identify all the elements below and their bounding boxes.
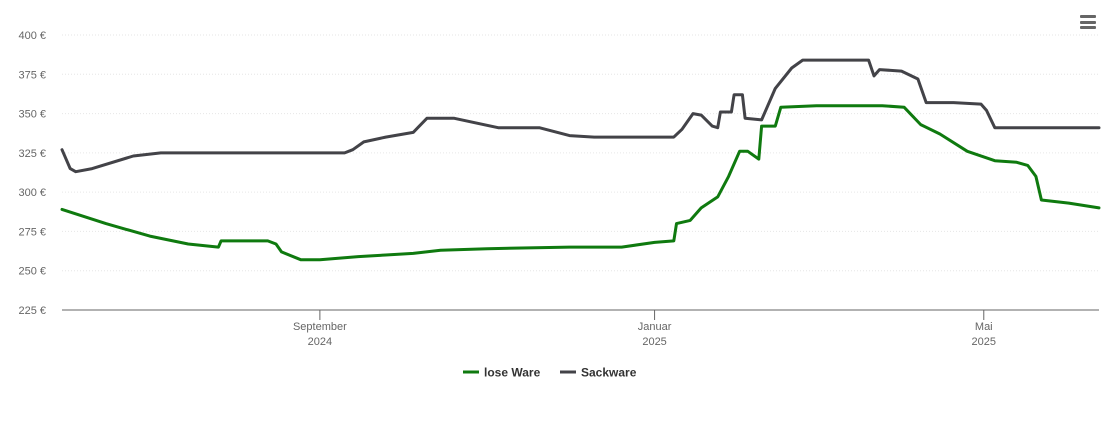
y-tick-label: 225 € bbox=[18, 305, 46, 317]
y-tick-label: 300 € bbox=[18, 187, 46, 199]
grid-lines bbox=[62, 34, 1099, 272]
series-line-lose-ware[interactable] bbox=[60, 104, 1101, 262]
y-tick-label: 275 € bbox=[18, 226, 46, 238]
hamburger-menu-icon[interactable] bbox=[1076, 10, 1100, 34]
x-tick-sublabel: 2025 bbox=[972, 336, 996, 348]
legend-item-lose-ware[interactable]: lose Ware bbox=[463, 366, 541, 380]
legend-label: Sackware bbox=[581, 366, 637, 380]
y-tick-label: 375 € bbox=[18, 69, 46, 81]
legend-label: lose Ware bbox=[484, 366, 541, 380]
y-tick-label: 400 € bbox=[18, 30, 46, 42]
y-axis: 225 € 250 € 275 € 300 € 325 € 350 € 375 € 400 € bbox=[18, 30, 46, 317]
y-tick-label: 250 € bbox=[18, 266, 46, 278]
x-tick-label: Januar bbox=[638, 321, 672, 333]
y-tick-label: 325 € bbox=[18, 148, 46, 160]
x-tick-sublabel: 2024 bbox=[308, 336, 332, 348]
y-tick-label: 350 € bbox=[18, 109, 46, 121]
x-tick-sublabel: 2025 bbox=[642, 336, 666, 348]
legend-item-sackware[interactable]: Sackware bbox=[560, 366, 637, 380]
series-line-sackware[interactable] bbox=[60, 58, 1101, 174]
legend[interactable]: lose Ware Sackware bbox=[463, 366, 637, 380]
series-lines bbox=[60, 58, 1101, 262]
x-axis: September 2024 Januar 2025 Mai 2025 bbox=[62, 309, 1099, 348]
x-tick-label: Mai bbox=[975, 321, 993, 333]
x-tick-label: September bbox=[293, 321, 347, 333]
